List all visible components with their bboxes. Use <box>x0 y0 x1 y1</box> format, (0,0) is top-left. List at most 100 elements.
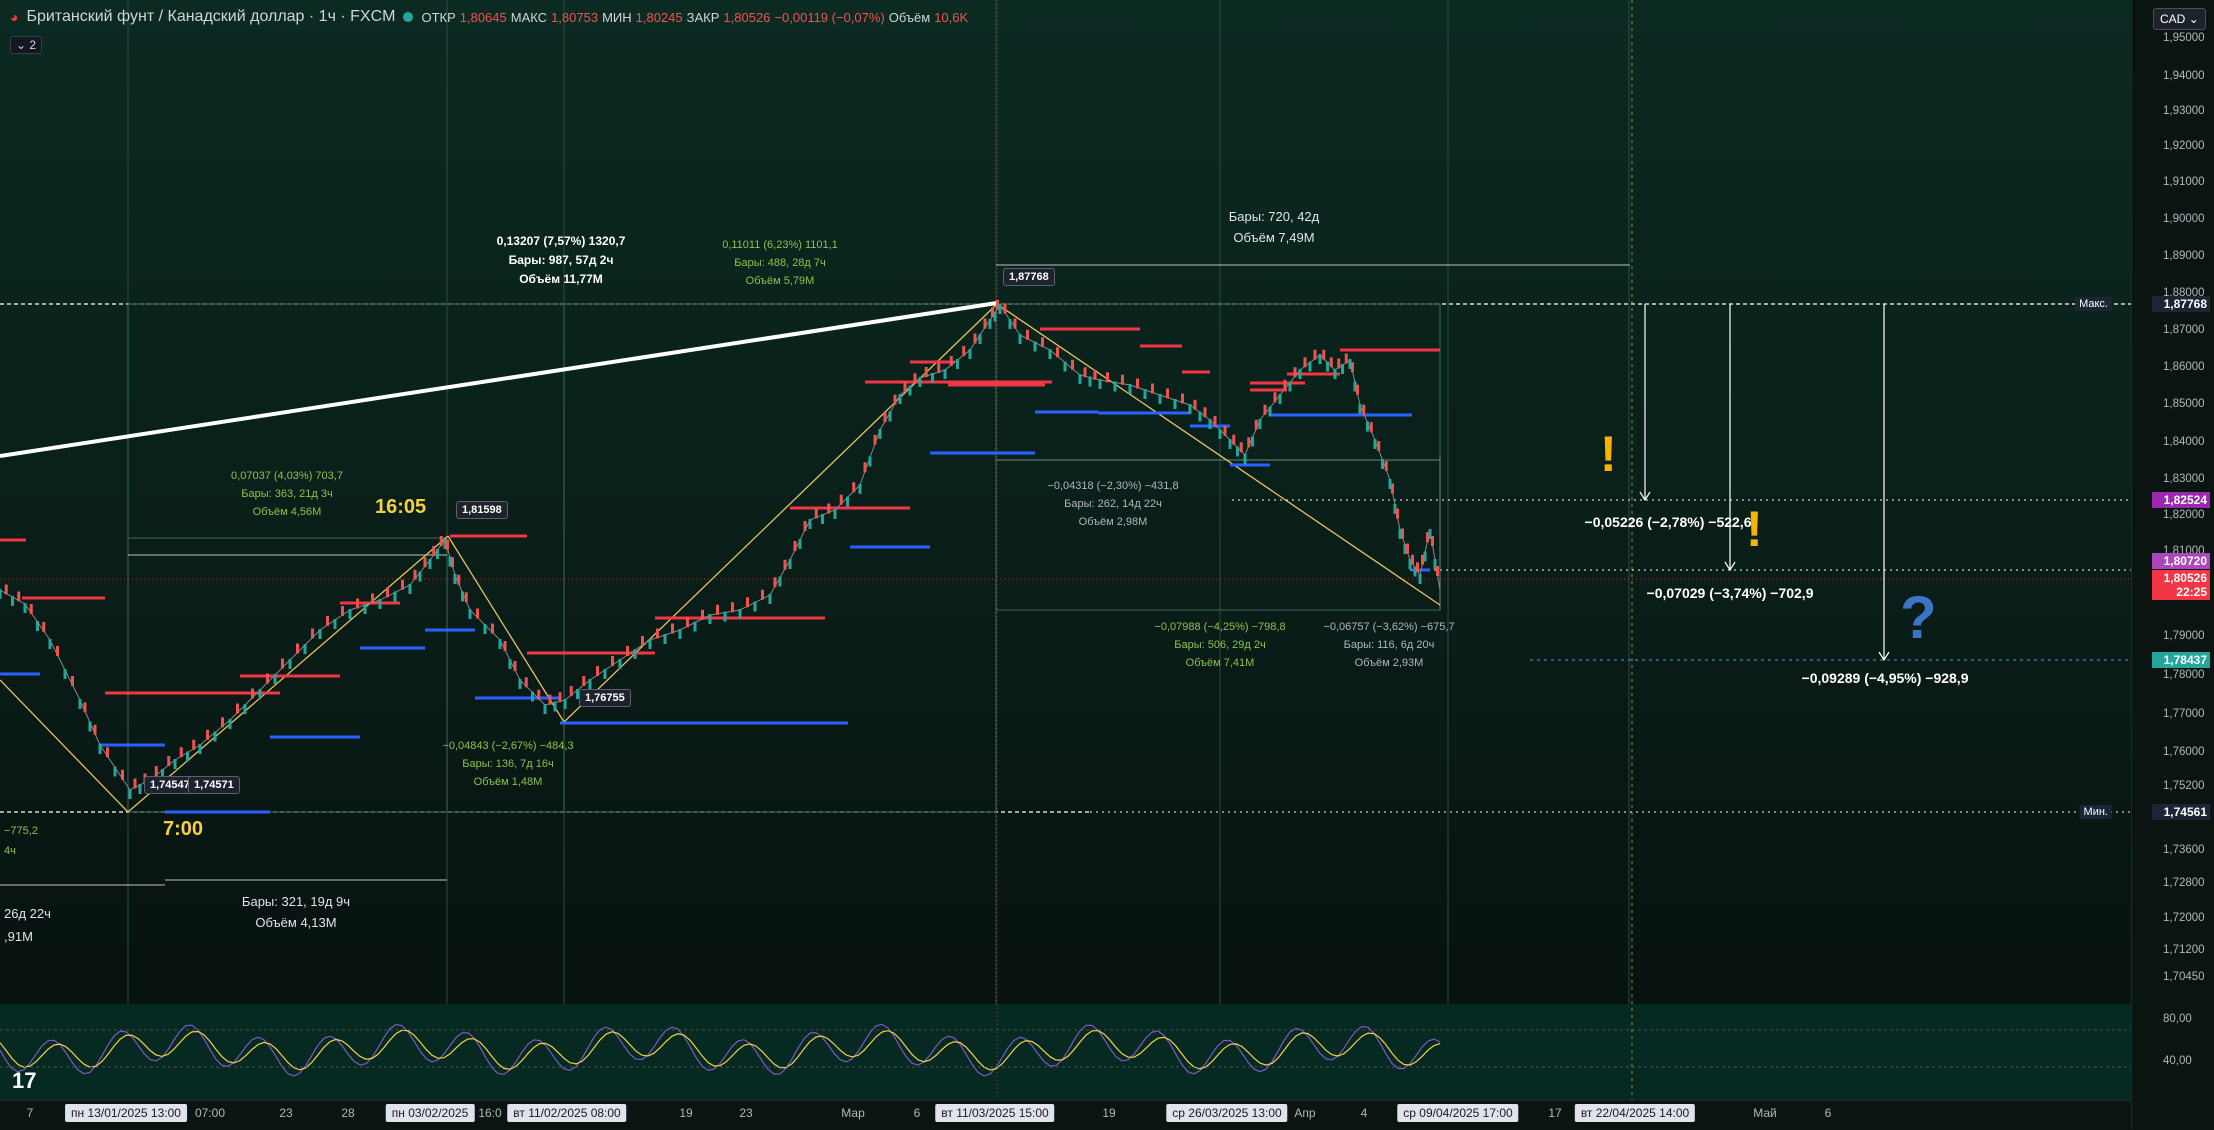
price-tag-low2[interactable]: 1,76755 <box>579 689 631 707</box>
candle <box>1236 446 1239 457</box>
candle <box>476 608 479 619</box>
ann-line: Объём 1,48M <box>473 776 543 788</box>
candle <box>821 514 824 524</box>
time-label-1: 16:05 <box>375 496 427 518</box>
candle <box>778 576 782 587</box>
currency-button[interactable]: CAD ⌄ <box>2153 8 2206 30</box>
candle <box>761 589 764 600</box>
time-axis[interactable] <box>0 1100 2131 1130</box>
candle <box>1341 364 1344 374</box>
price-tick: 1,72000 <box>2163 912 2205 924</box>
symbol-title[interactable]: Британский фунт / Канадский доллар · 1ч … <box>26 8 396 25</box>
time-box: вт 11/02/2025 08:00 <box>507 1104 627 1122</box>
price-tag-mid[interactable]: 1,81598 <box>456 501 508 519</box>
price-tick: 1,76000 <box>2163 746 2205 758</box>
candle <box>738 609 742 619</box>
candle <box>648 639 652 649</box>
candle <box>868 456 872 467</box>
osc-signal-line <box>0 1029 1441 1071</box>
candle <box>1208 419 1212 429</box>
candle <box>686 617 689 628</box>
price-label: 22:25 <box>2152 584 2210 600</box>
candle <box>1391 483 1394 494</box>
candle <box>56 646 59 656</box>
candle <box>808 519 812 529</box>
candle <box>1088 376 1092 387</box>
ann-line: Бары: 506, 29д 2ч <box>1174 639 1266 651</box>
chart-drawings[interactable] <box>0 0 2131 1100</box>
candle <box>483 624 487 634</box>
price-tag-high[interactable]: 1,87768 <box>1003 268 1055 286</box>
candle <box>1083 367 1087 378</box>
candle <box>23 603 27 613</box>
candle <box>1377 441 1381 451</box>
left-fragment-3: 26д 22ч <box>4 906 51 921</box>
price-tag-low1b[interactable]: 1,74571 <box>188 776 240 794</box>
candle <box>588 679 592 689</box>
candle <box>937 363 941 373</box>
candle <box>962 346 966 356</box>
measure-label-3: −0,09289 (−4,95%) −928,9 <box>1801 670 1969 686</box>
layers-count: 2 <box>29 38 37 52</box>
measure-annotation-3: Бары: 720, 42д Объём 7,49M <box>1229 206 1320 248</box>
candle <box>1071 359 1074 370</box>
candle <box>71 676 74 686</box>
time-tick: 23 <box>279 1106 293 1120</box>
ann-line: −0,04843 (−2,67%) −484,3 <box>442 740 574 752</box>
price-tick: 1,83000 <box>2163 473 2205 485</box>
candle <box>1433 559 1437 569</box>
candle <box>1013 318 1017 329</box>
high-key: МАКС <box>510 9 548 25</box>
zigzag-line <box>447 535 565 723</box>
candle <box>524 677 528 688</box>
candle <box>1173 399 1177 409</box>
candle <box>1313 349 1317 360</box>
candle <box>518 679 522 689</box>
candle <box>439 536 443 546</box>
close-key: ЗАКР <box>686 9 720 25</box>
candle <box>678 629 682 639</box>
candle <box>1166 388 1169 399</box>
time-tick: 07:00 <box>194 1106 226 1120</box>
candle <box>716 604 719 615</box>
time-tick: Мар <box>841 1106 865 1120</box>
price-tick: 1,87000 <box>2163 324 2205 336</box>
layers-toggle[interactable]: ⌄ 2 <box>10 36 43 54</box>
arrow-head-icon <box>1724 561 1736 572</box>
ann-line: Бары: 720, 42д <box>1228 209 1320 224</box>
candle <box>858 484 862 494</box>
chart-area[interactable] <box>0 0 2131 1100</box>
candle <box>1254 419 1258 430</box>
ohlc-readout: ОТКР 1,80645 МАКС 1,80753 МИН 1,80245 ЗА… <box>421 10 968 25</box>
candle <box>873 434 877 445</box>
time-tick: Май <box>1753 1106 1777 1120</box>
candle <box>423 557 427 568</box>
candle <box>913 373 917 384</box>
ann-line: Бары: 116, 6д 20ч <box>1343 639 1435 651</box>
price-tick: 1,90000 <box>2163 213 2205 225</box>
candle <box>576 689 579 699</box>
measure-box <box>127 537 448 813</box>
candle <box>1158 394 1162 404</box>
zigzag-line <box>0 679 129 813</box>
candle <box>48 639 52 649</box>
candle <box>1348 359 1352 369</box>
candle <box>1308 361 1312 372</box>
price-tag-low1a[interactable]: 1,74547 <box>144 776 196 794</box>
exclamation-icon: ! <box>1600 426 1617 482</box>
candle <box>29 604 33 614</box>
candle <box>303 644 307 654</box>
candle <box>1366 421 1369 432</box>
candle <box>513 661 517 671</box>
price-label: 1,82524 <box>2152 492 2210 508</box>
tradingview-logo[interactable]: 17 <box>12 1068 37 1093</box>
candle <box>436 549 439 559</box>
measure-annotation-1: 0,13207 (7,57%) 1320,7 Бары: 987, 57д 2ч… <box>497 232 626 289</box>
candle <box>1373 439 1377 449</box>
candle <box>133 778 137 789</box>
time-label-2: 7:00 <box>163 818 204 840</box>
candle <box>17 591 21 602</box>
candle <box>582 676 586 686</box>
time-box: пн 13/01/2025 13:00 <box>65 1104 187 1122</box>
candle <box>1078 374 1082 384</box>
